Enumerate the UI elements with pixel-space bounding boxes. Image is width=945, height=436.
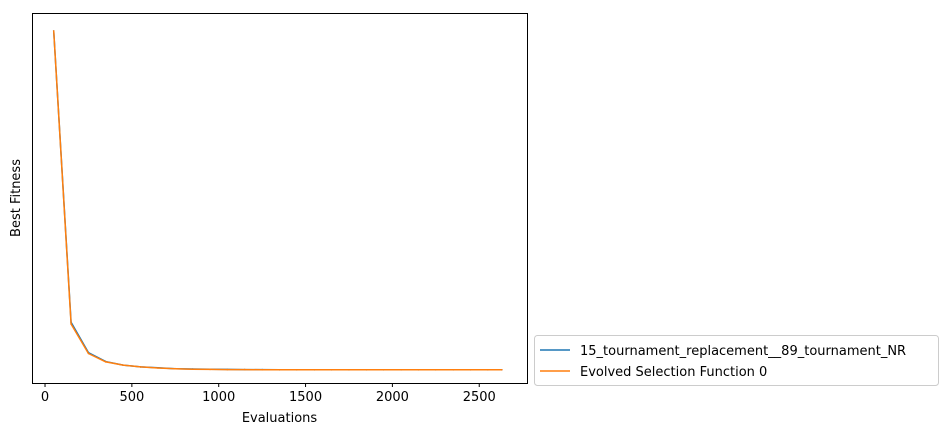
series-line-2 [52,30,502,371]
data-point [122,364,124,366]
data-point [365,368,368,371]
data-point [400,368,402,371]
x-tick-label: 1000 [202,390,235,405]
data-point [452,368,454,371]
y-axis-title: Best Fitness [9,159,24,237]
legend-label: 15_tournament_replacement__89_tournament… [580,344,906,359]
x-tick-label: 2500 [463,390,496,405]
x-tick-label: 0 [41,390,49,405]
data-point [70,323,72,325]
data-point [313,368,316,371]
legend-label: Evolved Selection Function 0 [580,365,767,380]
data-point [382,368,385,371]
data-point [52,30,55,32]
data-point [243,368,246,371]
legend: 15_tournament_replacement__89_tournament… [534,335,939,386]
data-point [417,368,420,371]
data-point [191,368,194,371]
x-tick-label: 500 [119,390,144,405]
data-point [157,367,159,369]
data-point [278,368,281,371]
legend-box [534,335,939,386]
data-point [501,368,503,371]
plot-lines [52,30,503,371]
data-point [435,368,437,371]
series-line-1 [52,30,502,371]
data-point [469,368,472,371]
data-point [105,361,107,363]
x-axis-ticks: 0 500 1000 1500 2000 2500 [41,383,496,405]
data-point [487,368,489,371]
data-point [261,368,263,371]
data-point [330,368,333,371]
x-tick-label: 2000 [376,390,409,405]
x-axis-title: Evaluations [242,411,318,426]
x-tick-label: 1500 [289,390,322,405]
data-point [348,368,350,371]
data-point [87,352,90,355]
data-point [209,368,211,371]
data-point [226,368,229,371]
data-point [139,366,142,368]
data-point [296,368,298,371]
plot-frame [32,13,528,384]
data-point [174,367,177,370]
